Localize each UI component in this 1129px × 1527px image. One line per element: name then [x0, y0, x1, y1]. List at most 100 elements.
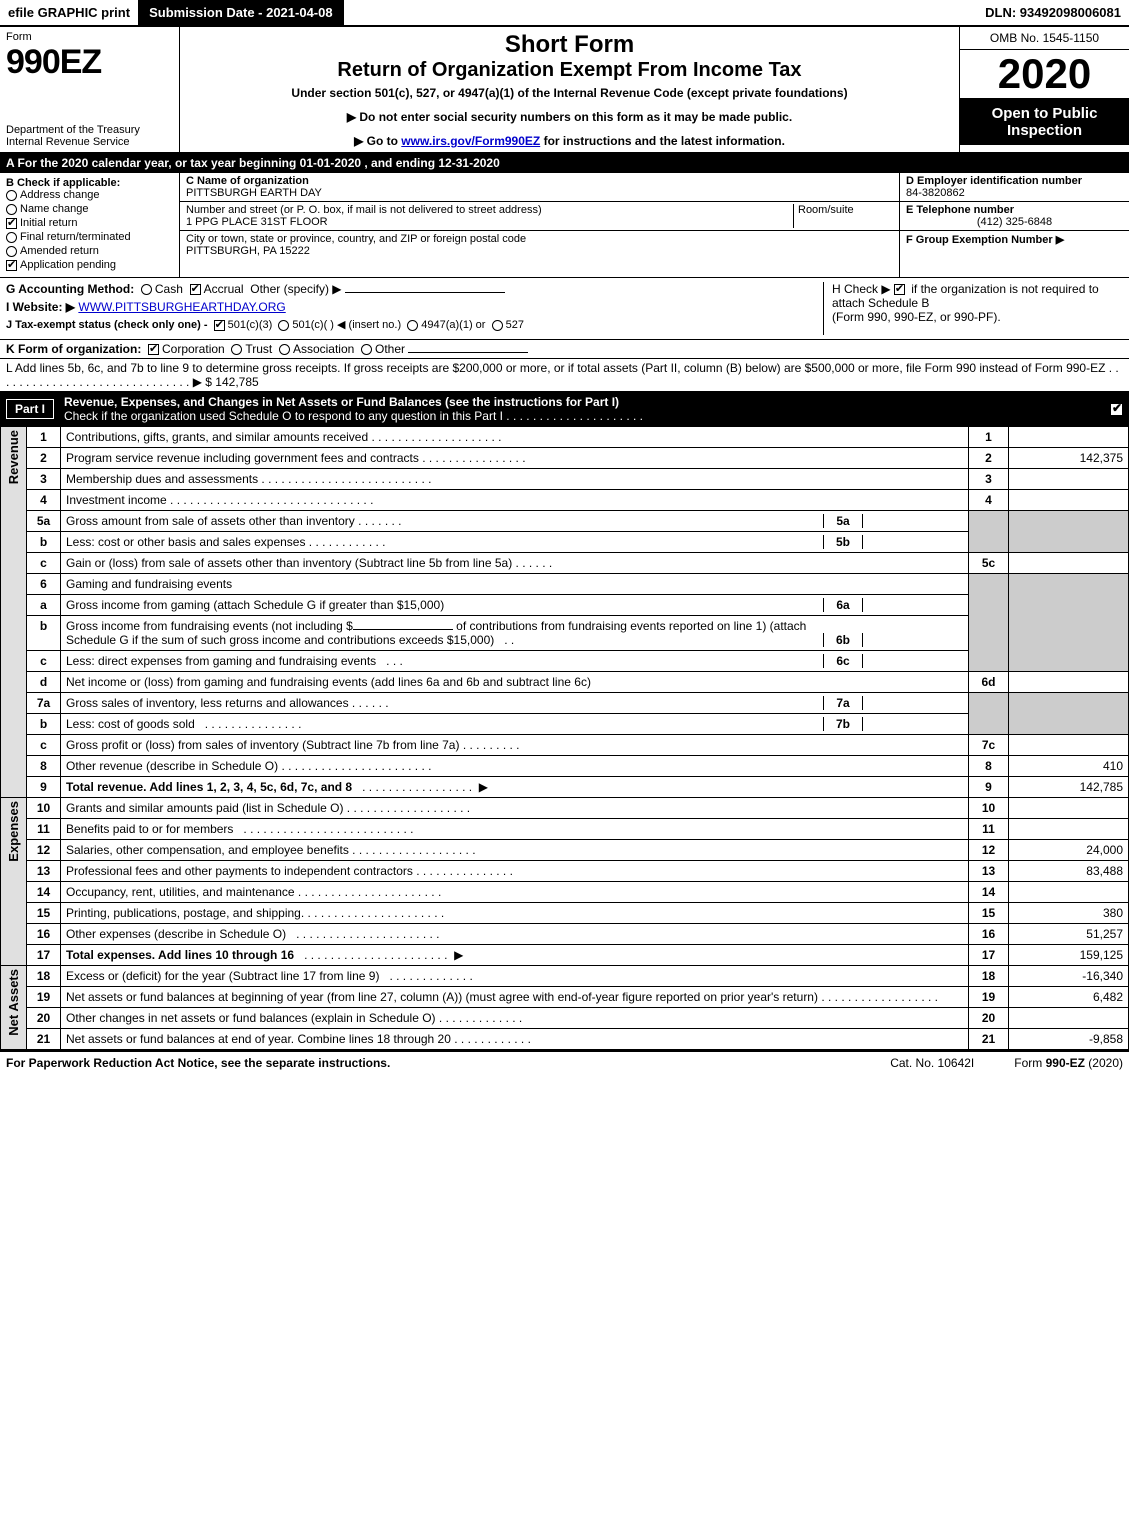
header-center: Short Form Return of Organization Exempt… [180, 27, 959, 152]
l6a-desc: Gross income from gaming (attach Schedul… [61, 595, 969, 616]
header-right: OMB No. 1545-1150 2020 Open to Public In… [959, 27, 1129, 152]
k-assoc[interactable] [279, 344, 290, 355]
opt-application-pending[interactable]: Application pending [6, 259, 173, 271]
l12-box: 12 [969, 840, 1009, 861]
l6a-num: a [27, 595, 61, 616]
j-501c3[interactable] [214, 320, 225, 331]
k-corp[interactable] [148, 344, 159, 355]
revenue-sidelabel: Revenue [1, 427, 27, 798]
opt-amended-return[interactable]: Amended return [6, 245, 173, 257]
l6d-desc: Net income or (loss) from gaming and fun… [61, 672, 969, 693]
l6abc-shade-amt [1009, 574, 1129, 672]
k-other[interactable] [361, 344, 372, 355]
note-goto: ▶ Go to www.irs.gov/Form990EZ for instru… [186, 134, 953, 148]
l6-num: 6 [27, 574, 61, 595]
website-link[interactable]: WWW.PITTSBURGHEARTHDAY.ORG [78, 300, 285, 314]
section-b: B Check if applicable: Address change Na… [0, 173, 180, 277]
l2-num: 2 [27, 448, 61, 469]
l14-amt [1009, 882, 1129, 903]
table-row: 5a Gross amount from sale of assets othe… [1, 511, 1129, 532]
form-header: Form 990EZ Department of the Treasury In… [0, 27, 1129, 154]
ein-cell: D Employer identification number 84-3820… [900, 173, 1129, 202]
g-accrual-check[interactable] [190, 284, 201, 295]
irs-link[interactable]: www.irs.gov/Form990EZ [401, 134, 540, 148]
table-row: 15 Printing, publications, postage, and … [1, 903, 1129, 924]
table-row: 2 Program service revenue including gove… [1, 448, 1129, 469]
table-row: b Less: cost or other basis and sales ex… [1, 532, 1129, 553]
footer-catno: Cat. No. 10642I [890, 1056, 974, 1070]
l12-desc: Salaries, other compensation, and employ… [61, 840, 969, 861]
j-501c[interactable] [278, 320, 289, 331]
goto-pre: ▶ Go to [354, 134, 401, 148]
l9-desc: Total revenue. Add lines 1, 2, 3, 4, 5c,… [61, 777, 969, 798]
line-g: G Accounting Method: Cash Accrual Other … [6, 282, 823, 296]
i-label: I Website: ▶ [6, 300, 75, 314]
g-other-blank[interactable] [345, 292, 505, 293]
opt-name-change[interactable]: Name change [6, 203, 173, 215]
goto-post: for instructions and the latest informat… [540, 134, 785, 148]
l19-num: 19 [27, 987, 61, 1008]
l-amount: 142,785 [215, 375, 258, 389]
l11-num: 11 [27, 819, 61, 840]
k-trust[interactable] [231, 344, 242, 355]
footer-paperwork: For Paperwork Reduction Act Notice, see … [6, 1056, 390, 1070]
l6b-desc: Gross income from fundraising events (no… [61, 616, 969, 651]
l9-amt: 142,785 [1009, 777, 1129, 798]
l6d-amt [1009, 672, 1129, 693]
l17-amt: 159,125 [1009, 945, 1129, 966]
j-label: J Tax-exempt status (check only one) - [6, 319, 208, 331]
opt-final-return[interactable]: Final return/terminated [6, 231, 173, 243]
dln-label: DLN: 93492098006081 [977, 1, 1129, 24]
part-i-header: Part I Revenue, Expenses, and Changes in… [0, 392, 1129, 426]
l15-num: 15 [27, 903, 61, 924]
section-b-heading: B Check if applicable: [6, 177, 173, 189]
line-l: L Add lines 5b, 6c, and 7b to line 9 to … [0, 359, 1129, 392]
opt-address-change[interactable]: Address change [6, 189, 173, 201]
part-i-table: Revenue 1 Contributions, gifts, grants, … [0, 426, 1129, 1050]
l11-box: 11 [969, 819, 1009, 840]
room-label: Room/suite [793, 204, 893, 228]
l17-desc: Total expenses. Add lines 10 through 16 … [61, 945, 969, 966]
k-other-blank[interactable] [408, 352, 528, 353]
l5a-desc: Gross amount from sale of assets other t… [61, 511, 969, 532]
header-left: Form 990EZ Department of the Treasury In… [0, 27, 180, 152]
e-label: E Telephone number [906, 204, 1123, 216]
header-info-block: B Check if applicable: Address change Na… [0, 173, 1129, 278]
l7c-amt [1009, 735, 1129, 756]
submission-date-btn[interactable]: Submission Date - 2021-04-08 [138, 0, 344, 25]
l18-num: 18 [27, 966, 61, 987]
j-4947[interactable] [407, 320, 418, 331]
table-row: 7a Gross sales of inventory, less return… [1, 693, 1129, 714]
table-row: 13 Professional fees and other payments … [1, 861, 1129, 882]
l11-amt [1009, 819, 1129, 840]
l13-amt: 83,488 [1009, 861, 1129, 882]
table-row: 6 Gaming and fundraising events [1, 574, 1129, 595]
l5c-amt [1009, 553, 1129, 574]
l3-box: 3 [969, 469, 1009, 490]
l5b-desc: Less: cost or other basis and sales expe… [61, 532, 969, 553]
l5c-desc: Gain or (loss) from sale of assets other… [61, 553, 969, 574]
l20-box: 20 [969, 1008, 1009, 1029]
l8-desc: Other revenue (describe in Schedule O) .… [61, 756, 969, 777]
g-cash-radio[interactable] [141, 284, 152, 295]
l5c-box: 5c [969, 553, 1009, 574]
table-row: 8 Other revenue (describe in Schedule O)… [1, 756, 1129, 777]
l1-amt [1009, 427, 1129, 448]
l8-box: 8 [969, 756, 1009, 777]
omb-number: OMB No. 1545-1150 [960, 27, 1129, 50]
l21-box: 21 [969, 1029, 1009, 1050]
l4-box: 4 [969, 490, 1009, 511]
top-bar: efile GRAPHIC print Submission Date - 20… [0, 0, 1129, 27]
part-i-checkbox[interactable] [1110, 403, 1123, 416]
part-i-check-text: Check if the organization used Schedule … [64, 409, 503, 423]
l14-num: 14 [27, 882, 61, 903]
group-exemption-cell: F Group Exemption Number ▶ [900, 231, 1129, 248]
line-k: K Form of organization: Corporation Trus… [0, 340, 1129, 359]
k-label: K Form of organization: [6, 342, 141, 356]
h-check[interactable] [894, 284, 905, 295]
l10-num: 10 [27, 798, 61, 819]
j-527[interactable] [492, 320, 503, 331]
l15-amt: 380 [1009, 903, 1129, 924]
opt-initial-return[interactable]: Initial return [6, 217, 173, 229]
l4-amt [1009, 490, 1129, 511]
